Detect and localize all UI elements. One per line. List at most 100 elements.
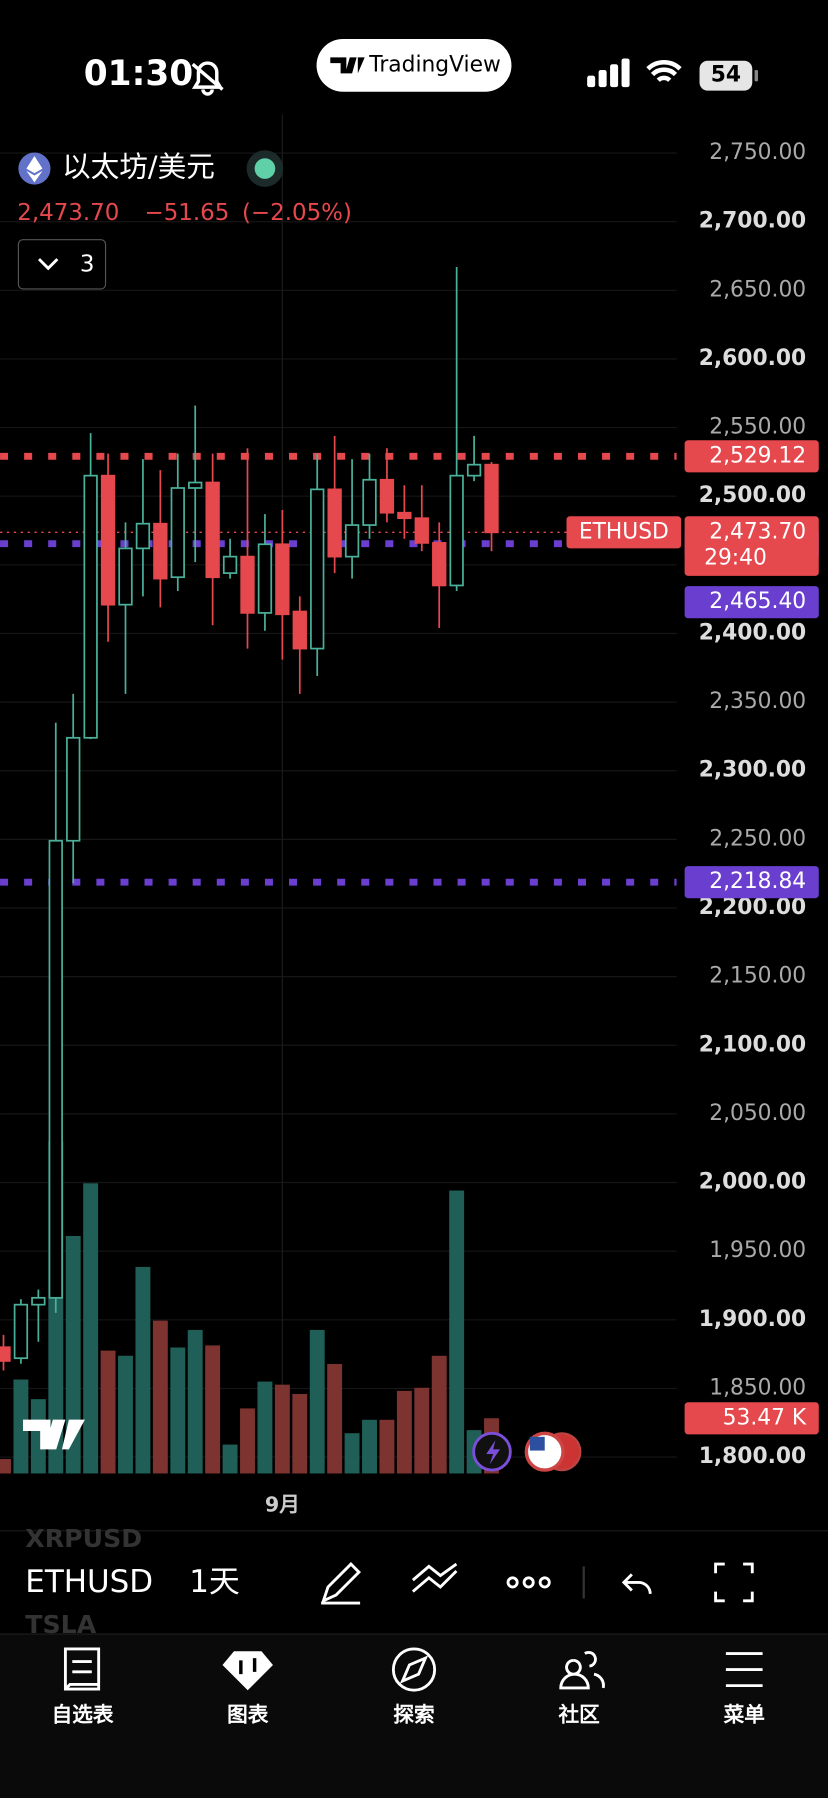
app-pill[interactable]	[316, 38, 512, 92]
candle-body	[466, 463, 482, 477]
y-tick-label: 2,100.00	[699, 1032, 806, 1057]
volume-bar	[118, 1355, 133, 1474]
interval[interactable]: 1天	[189, 1564, 240, 1600]
volume-bar	[30, 1399, 46, 1474]
symbol-label-box	[566, 516, 682, 549]
fullscreen-icon[interactable]	[714, 1562, 754, 1603]
candle-body	[188, 481, 203, 489]
nav-label[interactable]: 探索	[393, 1702, 434, 1726]
volume-bar	[205, 1345, 221, 1474]
market-status	[254, 158, 276, 179]
flag-canton	[529, 1436, 545, 1451]
nav-icon-chart-inner	[239, 1658, 257, 1675]
y-tick-label: 1,800.00	[699, 1444, 806, 1469]
candle-body	[118, 547, 133, 606]
price-line-label: 2,465.40	[709, 589, 806, 614]
wifi-icon	[646, 60, 682, 83]
y-tick-label: 1,950.00	[709, 1238, 806, 1263]
volume-bar	[135, 1266, 151, 1474]
y-tick-label: 2,550.00	[709, 415, 806, 440]
candle-body	[362, 478, 377, 526]
undo-icon[interactable]	[621, 1573, 652, 1595]
y-tick-label: 2,200.00	[699, 895, 806, 920]
volume-bar	[83, 1183, 99, 1474]
y-tick-label: 2,750.00	[709, 140, 806, 165]
y-tick-label: 1,850.00	[709, 1375, 806, 1400]
candle-body	[240, 555, 255, 614]
volume-bar	[222, 1444, 238, 1474]
candle-body	[100, 474, 116, 606]
toolbar-symbol[interactable]: ETHUSD	[25, 1564, 153, 1600]
watchlist-prev[interactable]: XRPUSD	[25, 1524, 142, 1553]
nav-label[interactable]: 图表	[227, 1702, 269, 1726]
volume-bar	[327, 1364, 343, 1474]
clock: 01:30	[84, 54, 193, 94]
price-line-label: 2,218.84	[709, 869, 806, 894]
y-tick-label: 2,300.00	[699, 758, 806, 783]
y-tick-label: 2,650.00	[709, 277, 806, 302]
candle-body	[0, 1346, 11, 1362]
candle-body	[397, 511, 412, 520]
symbol-label: ETHUSD	[579, 519, 669, 544]
volume-bar	[152, 1320, 168, 1474]
y-tick-label: 2,000.00	[699, 1170, 806, 1195]
mute-icon	[191, 61, 224, 96]
y-tick-label: 2,350.00	[709, 689, 806, 714]
candle-body	[379, 478, 395, 514]
candle-body	[170, 487, 185, 579]
signal-icon	[587, 58, 630, 88]
volume-label-box	[684, 1402, 819, 1435]
battery-tip	[754, 69, 759, 82]
nav-icon-chart	[222, 1651, 273, 1691]
indicators-toggle[interactable]	[17, 239, 107, 290]
volume-bar	[362, 1419, 377, 1474]
candle-body	[327, 488, 342, 558]
candle-body	[257, 543, 273, 614]
header-change: −51.65	[145, 200, 230, 226]
candle-body	[31, 1296, 46, 1306]
price-line-label-box	[684, 866, 819, 899]
battery-level: 54	[711, 63, 741, 88]
candle-body	[275, 543, 290, 616]
last-price-label: 2,473.70	[709, 519, 806, 544]
last-price-box	[684, 516, 819, 576]
symbol-name[interactable]: 以太坊/美元	[62, 150, 215, 184]
y-tick-label: 2,700.00	[699, 209, 806, 234]
candle-body	[310, 488, 325, 650]
nav-label[interactable]: 菜单	[723, 1702, 765, 1726]
candle-body	[205, 481, 220, 579]
nav-icon-watchlist	[63, 1647, 101, 1691]
volume-bar	[170, 1347, 186, 1474]
candle-body	[484, 463, 499, 534]
eth-glyph	[26, 155, 43, 183]
candle-body	[13, 1303, 29, 1360]
volume-bar	[274, 1384, 290, 1474]
more-icon[interactable]	[506, 1576, 551, 1589]
candle-body	[344, 524, 360, 558]
volume-bar	[414, 1387, 430, 1474]
nav-label[interactable]: 社区	[557, 1702, 600, 1726]
volume-bar	[431, 1355, 447, 1474]
y-tick-label: 1,900.00	[699, 1307, 806, 1332]
volume-bar	[292, 1393, 308, 1474]
volume-bar	[379, 1419, 395, 1474]
y-tick-label: 2,400.00	[699, 620, 806, 645]
candle-body	[449, 474, 464, 587]
volume-bar	[449, 1190, 465, 1474]
nav-labels: 自选表 图表 探索 社区 菜单	[52, 1702, 765, 1726]
tv-watermark	[22, 1419, 85, 1450]
volume-bar	[100, 1350, 116, 1474]
battery	[699, 60, 753, 91]
nav-bar	[0, 1634, 828, 1798]
candle-body	[153, 522, 168, 580]
candle-body	[292, 610, 307, 650]
header-price: 2,473.70	[17, 200, 119, 226]
candle-body	[135, 522, 151, 550]
y-tick-label: 2,050.00	[709, 1101, 806, 1126]
candle-body	[222, 555, 238, 574]
nav-label[interactable]: 自选表	[52, 1702, 114, 1726]
y-tick-label: 2,500.00	[699, 483, 806, 508]
draw-icon[interactable]	[321, 1562, 361, 1605]
lines-icon[interactable]	[411, 1562, 458, 1593]
